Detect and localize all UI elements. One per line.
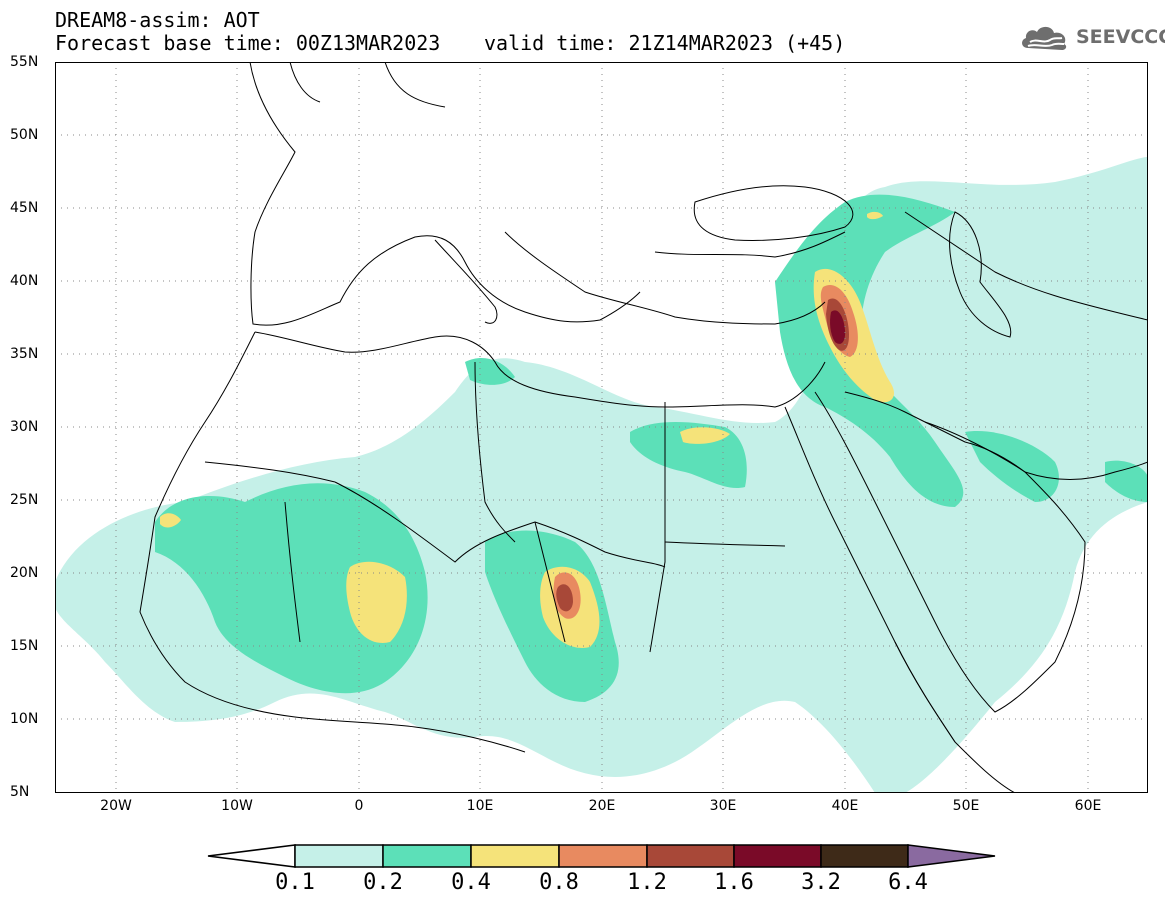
lon-label: 20E [588, 798, 616, 814]
lat-label: 35N [10, 346, 39, 362]
colorbar-segment [558, 844, 648, 868]
product-title: DREAM8-assim: AOT [55, 8, 260, 32]
aot-level-0.1 [55, 157, 1148, 793]
map-frame [55, 62, 1148, 793]
colorbar-segment [733, 844, 822, 868]
lat-label: 55N [10, 54, 39, 70]
lat-label: 25N [10, 492, 39, 508]
lat-label: 45N [10, 200, 39, 216]
colorbar-label: 6.4 [888, 870, 928, 895]
colorbar-over-triangle [907, 844, 996, 868]
aot-map [55, 62, 1148, 793]
colorbar-segment [820, 844, 909, 868]
aot-level-1.6 [830, 310, 846, 344]
colorbar-label: 1.6 [714, 870, 754, 895]
colorbar-segment [382, 844, 472, 868]
lon-label: 60E [1074, 798, 1102, 814]
lon-label: 0 [354, 798, 364, 814]
colorbar-label: 0.8 [539, 870, 579, 895]
lon-label: 40E [831, 798, 859, 814]
lat-label: 5N [10, 784, 30, 800]
colorbar-segment [646, 844, 735, 868]
lon-label: 10W [221, 798, 253, 814]
lat-label: 40N [10, 273, 39, 289]
lat-label: 15N [10, 638, 39, 654]
gridlines [55, 62, 1148, 793]
colorbar-label: 0.2 [363, 870, 403, 895]
lon-label: 50E [952, 798, 980, 814]
colorbar-label: 3.2 [801, 870, 841, 895]
colorbar-label: 0.4 [451, 870, 491, 895]
colorbar-under-triangle [207, 844, 296, 868]
seevccc-logo: SEEVCCC [1018, 22, 1165, 52]
lat-label: 20N [10, 565, 39, 581]
coastlines [139, 62, 1148, 793]
colorbar-segment [294, 844, 384, 868]
cloud-icon [1022, 26, 1067, 50]
lon-label: 10E [466, 798, 494, 814]
colorbar-label: 0.1 [275, 870, 315, 895]
colorbar-label: 1.2 [627, 870, 667, 895]
lat-label: 30N [10, 419, 39, 435]
lon-label: 20W [100, 798, 132, 814]
lat-label: 10N [10, 711, 39, 727]
lon-label: 30E [709, 798, 737, 814]
lat-label: 50N [10, 127, 39, 143]
forecast-base-time: Forecast base time: 00Z13MAR2023 [55, 31, 441, 55]
logo-text: SEEVCCC [1076, 26, 1165, 48]
colorbar-segment [470, 844, 560, 868]
valid-time: valid time: 21Z14MAR2023 (+45) [484, 31, 846, 55]
